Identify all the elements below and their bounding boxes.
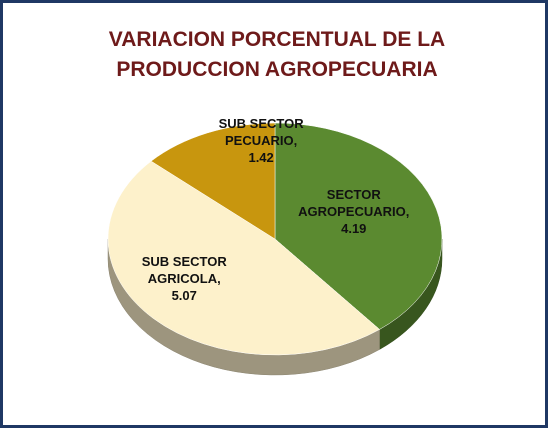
pie-slice — [107, 160, 380, 356]
label-value: 1.42 — [248, 149, 274, 165]
pie-slice — [150, 122, 276, 240]
data-label: SUB SECTOR PECUARIO, 1.42 — [201, 115, 321, 166]
label-category: SUB SECTOR PECUARIO, — [218, 115, 304, 148]
label-category: SECTOR AGROPECUARIO, — [298, 186, 410, 219]
pie-slice — [274, 122, 443, 330]
pie-chart — [107, 122, 443, 376]
data-label: SECTOR AGROPECUARIO, 4.19 — [294, 186, 414, 237]
chart-title: VARIACION PORCENTUAL DE LA PRODUCCION AG… — [108, 28, 446, 81]
label-value: 5.07 — [171, 287, 197, 303]
data-label: SUB SECTOR AGRICOLA, 5.07 — [124, 253, 244, 304]
label-category: SUB SECTOR AGRICOLA, — [141, 253, 227, 286]
label-value: 4.19 — [341, 220, 367, 236]
